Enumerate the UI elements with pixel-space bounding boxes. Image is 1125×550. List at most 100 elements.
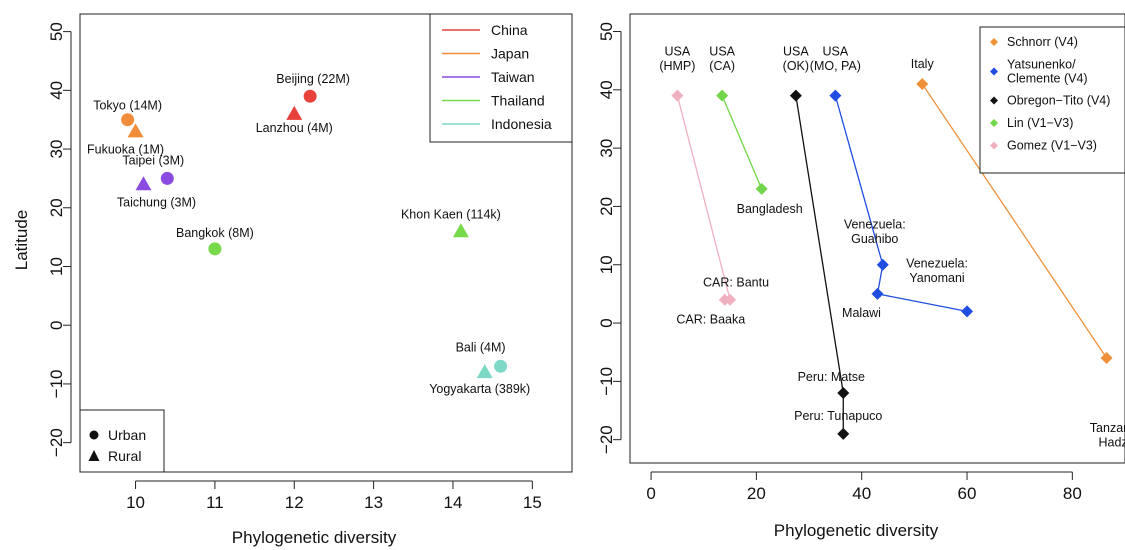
point-label: Tanzania:Hadza xyxy=(1090,421,1125,449)
legend-marker xyxy=(990,96,998,105)
point-label: USA (CA) xyxy=(709,45,735,73)
y-tick-label: 30 xyxy=(47,140,66,159)
y-tick-label: 40 xyxy=(597,80,616,99)
series-line xyxy=(721,95,763,190)
x-tick-label: 15 xyxy=(523,493,542,512)
point-label-line: Yanomani xyxy=(909,271,964,285)
point-rural-indonesia xyxy=(476,364,493,379)
point-label-line: USA xyxy=(709,45,735,59)
y-tick-label: 20 xyxy=(597,197,616,216)
legend-box xyxy=(429,13,573,143)
left-axes: 10 11 12 13 14 15 −20 −10 0 10 20 30 40 50 xyxy=(47,13,573,512)
point-label: USA (HMP) xyxy=(659,45,695,73)
legend-marker xyxy=(990,141,998,150)
plot-frame xyxy=(79,13,573,473)
diamond-point xyxy=(871,287,884,300)
point-label-line: Venezuela: xyxy=(906,256,968,270)
point-urban-japan xyxy=(121,113,135,127)
legend-label: Lin (V1−V3) xyxy=(1007,116,1073,130)
legend-label: Gomez (V1−V3) xyxy=(1007,139,1097,153)
y-tick-label: 0 xyxy=(597,318,616,327)
right-series-legend: Schnorr (V4) Yatsunenko/Clemente (V4) Obre… xyxy=(979,26,1125,174)
series-line xyxy=(921,83,1108,359)
diamond-point xyxy=(718,293,731,306)
point-label: Bangladesh xyxy=(737,202,803,216)
x-tick-label: 14 xyxy=(444,493,463,512)
point-label-line: Guahibo xyxy=(851,232,898,246)
left-data-marks: Beijing (22M) Lanzhou (4M) Tokyo (14M) Fuku… xyxy=(87,72,530,396)
rural-marker xyxy=(88,450,100,461)
point-label: Peru: Tunapuco xyxy=(794,409,882,423)
point-label-line: Hadza xyxy=(1098,435,1125,449)
diamond-point xyxy=(829,89,842,102)
legend-marker xyxy=(990,67,998,76)
x-tick-label: 12 xyxy=(285,493,304,512)
point-label: USA (MO, PA) xyxy=(810,45,861,73)
left-x-axis-label: Phylogenetic diversity xyxy=(232,528,397,547)
legend-label: Japan xyxy=(491,46,529,62)
y-tick-label: 40 xyxy=(47,81,66,100)
left-color-legend: China Japan Taiwan Thailand Indonesia xyxy=(429,13,573,143)
point-label: Venezuela: Guahibo xyxy=(844,218,906,246)
point-label-line: (CA) xyxy=(709,59,735,73)
point-label: Bangkok (8M) xyxy=(176,226,254,240)
diamond-point xyxy=(671,89,684,102)
right-line-panel: 0 20 40 60 80 −20 −10 0 10 20 30 40 50 Italy Tanzania… xyxy=(597,13,1125,540)
x-tick-label: 10 xyxy=(126,493,145,512)
point-label-line: USA xyxy=(823,45,849,59)
diamond-point xyxy=(961,305,974,318)
point-label-line: Tanzania: xyxy=(1090,421,1125,435)
left-y-axis-label: Latitude xyxy=(12,210,31,271)
y-tick-label: −20 xyxy=(47,428,66,457)
point-rural-japan xyxy=(127,123,144,138)
legend-label: China xyxy=(491,22,528,38)
legend-label: Obregon−Tito (V4) xyxy=(1007,94,1110,108)
legend-box xyxy=(979,26,1125,174)
point-urban-indonesia xyxy=(494,359,508,373)
x-tick-label: 20 xyxy=(747,484,766,503)
y-tick-label: 0 xyxy=(47,320,66,329)
point-label: CAR: Bantu xyxy=(703,276,769,290)
legend-label-line: Yatsunenko/ xyxy=(1007,58,1076,72)
diamond-point xyxy=(837,387,850,400)
left-scatter-panel: 10 11 12 13 14 15 −20 −10 0 10 20 30 40 50 Beijing (2… xyxy=(12,13,573,547)
point-rural-taiwan xyxy=(135,176,152,191)
diamond-point xyxy=(755,182,768,195)
y-tick-label: 10 xyxy=(47,257,66,276)
diamond-point xyxy=(876,258,889,271)
series-line xyxy=(834,95,968,313)
y-tick-label: −10 xyxy=(597,367,616,396)
diamond-point xyxy=(916,77,929,90)
point-label: CAR: Baaka xyxy=(676,313,745,327)
point-label: Taichung (3M) xyxy=(117,195,196,209)
legend-label-line: Clemente (V4) xyxy=(1007,71,1088,85)
point-label-line: (HMP) xyxy=(659,59,695,73)
legend-label: Thailand xyxy=(491,93,545,109)
point-label: Lanzhou (4M) xyxy=(256,121,333,135)
point-label-line: (OK) xyxy=(783,59,809,73)
shape-legend-label: Rural xyxy=(108,448,141,464)
right-data-marks: ItalyTanzania:HadzaUSA(MO, PA)Venezuela:… xyxy=(659,45,1125,450)
urban-marker xyxy=(89,430,99,440)
shape-legend-label: Urban xyxy=(108,427,146,443)
point-rural-thailand xyxy=(452,223,469,238)
x-tick-label: 13 xyxy=(364,493,383,512)
point-label: Taipei (3M) xyxy=(122,153,184,167)
diamond-point xyxy=(716,89,729,102)
point-label-line: (MO, PA) xyxy=(810,59,861,73)
legend-label: Indonesia xyxy=(491,116,552,132)
point-label: Peru: Matse xyxy=(798,370,865,384)
point-label: Khon Kaen (114k) xyxy=(401,207,501,221)
point-label: Bali (4M) xyxy=(456,340,506,354)
point-label: Yogyakarta (389k) xyxy=(429,382,530,396)
right-axes: 0 20 40 60 80 −20 −10 0 10 20 30 40 50 xyxy=(597,13,1125,503)
point-urban-taiwan xyxy=(160,171,174,185)
point-label: Tokyo (14M) xyxy=(93,99,162,113)
x-tick-label: 0 xyxy=(646,484,655,503)
y-tick-label: −20 xyxy=(597,425,616,454)
legend-label: Yatsunenko/Clemente (V4) xyxy=(1007,58,1088,86)
y-tick-label: 10 xyxy=(597,255,616,274)
legend-marker xyxy=(990,119,998,127)
point-label-line: USA xyxy=(783,45,809,59)
